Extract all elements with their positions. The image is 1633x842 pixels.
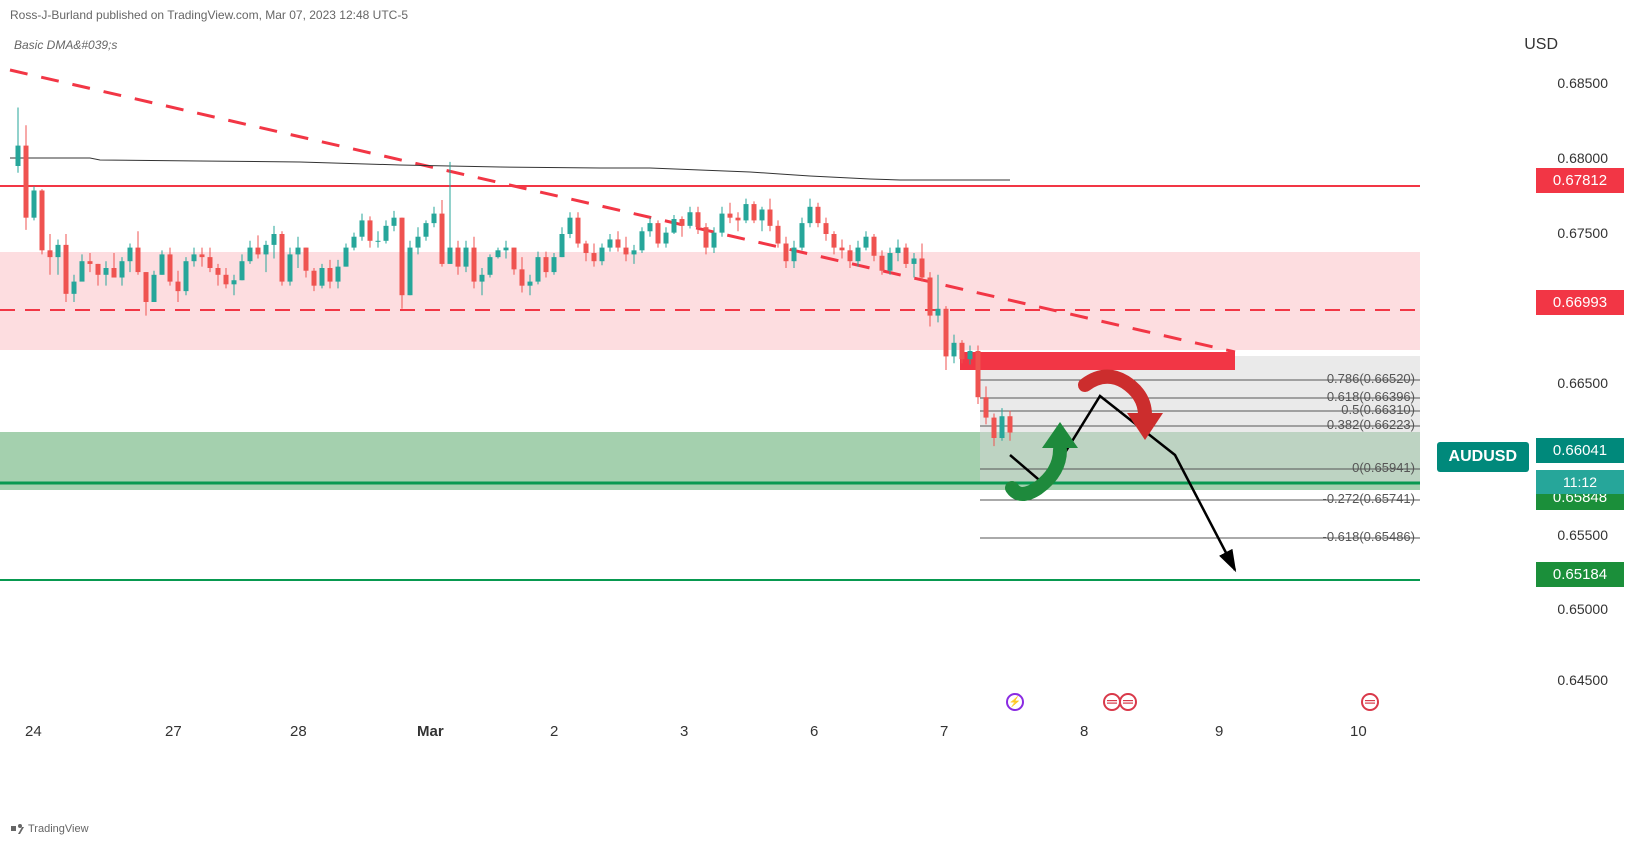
author-text: Ross-J-Burland published on TradingView.… <box>10 8 408 22</box>
x-tick: 8 <box>1080 723 1088 740</box>
event-flag-icon[interactable] <box>1119 693 1137 711</box>
event-flag-icon[interactable] <box>1361 693 1379 711</box>
y-tick: 0.64500 <box>1557 672 1608 688</box>
y-tick: 0.68500 <box>1557 75 1608 91</box>
x-tick: Mar <box>417 723 444 740</box>
x-tick: 6 <box>810 723 818 740</box>
tradingview-logo-icon <box>10 822 24 836</box>
y-tick: 0.65000 <box>1557 601 1608 617</box>
zone-redblock <box>960 352 1235 370</box>
fib-label: 0.5(0.66310) <box>1280 402 1415 417</box>
price-tag: 0.66993 <box>1536 290 1624 315</box>
zone-green <box>0 432 1420 490</box>
price-tag: 0.67812 <box>1536 168 1624 193</box>
footer-brand: TradingView <box>10 822 89 836</box>
x-tick: 28 <box>290 723 307 740</box>
trend-line <box>10 70 1235 352</box>
fib-label: -0.618(0.65486) <box>1280 529 1415 544</box>
x-tick: 2 <box>550 723 558 740</box>
fib-label: 0(0.65941) <box>1280 460 1415 475</box>
fib-label: -0.272(0.65741) <box>1280 491 1415 506</box>
zone-pink <box>0 252 1420 350</box>
candlesticks <box>16 108 1013 447</box>
red-curve-arrow <box>1085 377 1163 440</box>
fib-label: 0.382(0.66223) <box>1280 417 1415 432</box>
x-tick: 24 <box>25 723 42 740</box>
dma-line <box>10 158 1010 180</box>
x-tick: 7 <box>940 723 948 740</box>
countdown-timer: 11:12 <box>1536 470 1624 494</box>
x-tick: 10 <box>1350 723 1367 740</box>
y-tick: 0.66500 <box>1557 375 1608 391</box>
price-tag: 0.66041 <box>1536 438 1624 463</box>
event-lightning-icon[interactable]: ⚡ <box>1006 693 1024 711</box>
fib-label: 0.786(0.66520) <box>1280 371 1415 386</box>
y-tick: 0.65500 <box>1557 527 1608 543</box>
projection-path <box>1010 396 1235 570</box>
y-tick: 0.67500 <box>1557 225 1608 241</box>
price-tag: 0.65184 <box>1536 562 1624 587</box>
x-tick: 3 <box>680 723 688 740</box>
x-tick: 9 <box>1215 723 1223 740</box>
green-curve-arrow <box>1012 422 1078 494</box>
horizontal-lines <box>0 186 1420 580</box>
indicator-text: Basic DMA&#039;s <box>14 38 117 52</box>
y-tick: 0.68000 <box>1557 150 1608 166</box>
x-tick: 27 <box>165 723 182 740</box>
currency-label: USD <box>1524 36 1558 54</box>
chart-container[interactable]: Ross-J-Burland published on TradingView.… <box>0 0 1633 842</box>
symbol-pair: AUDUSD <box>1437 442 1529 472</box>
